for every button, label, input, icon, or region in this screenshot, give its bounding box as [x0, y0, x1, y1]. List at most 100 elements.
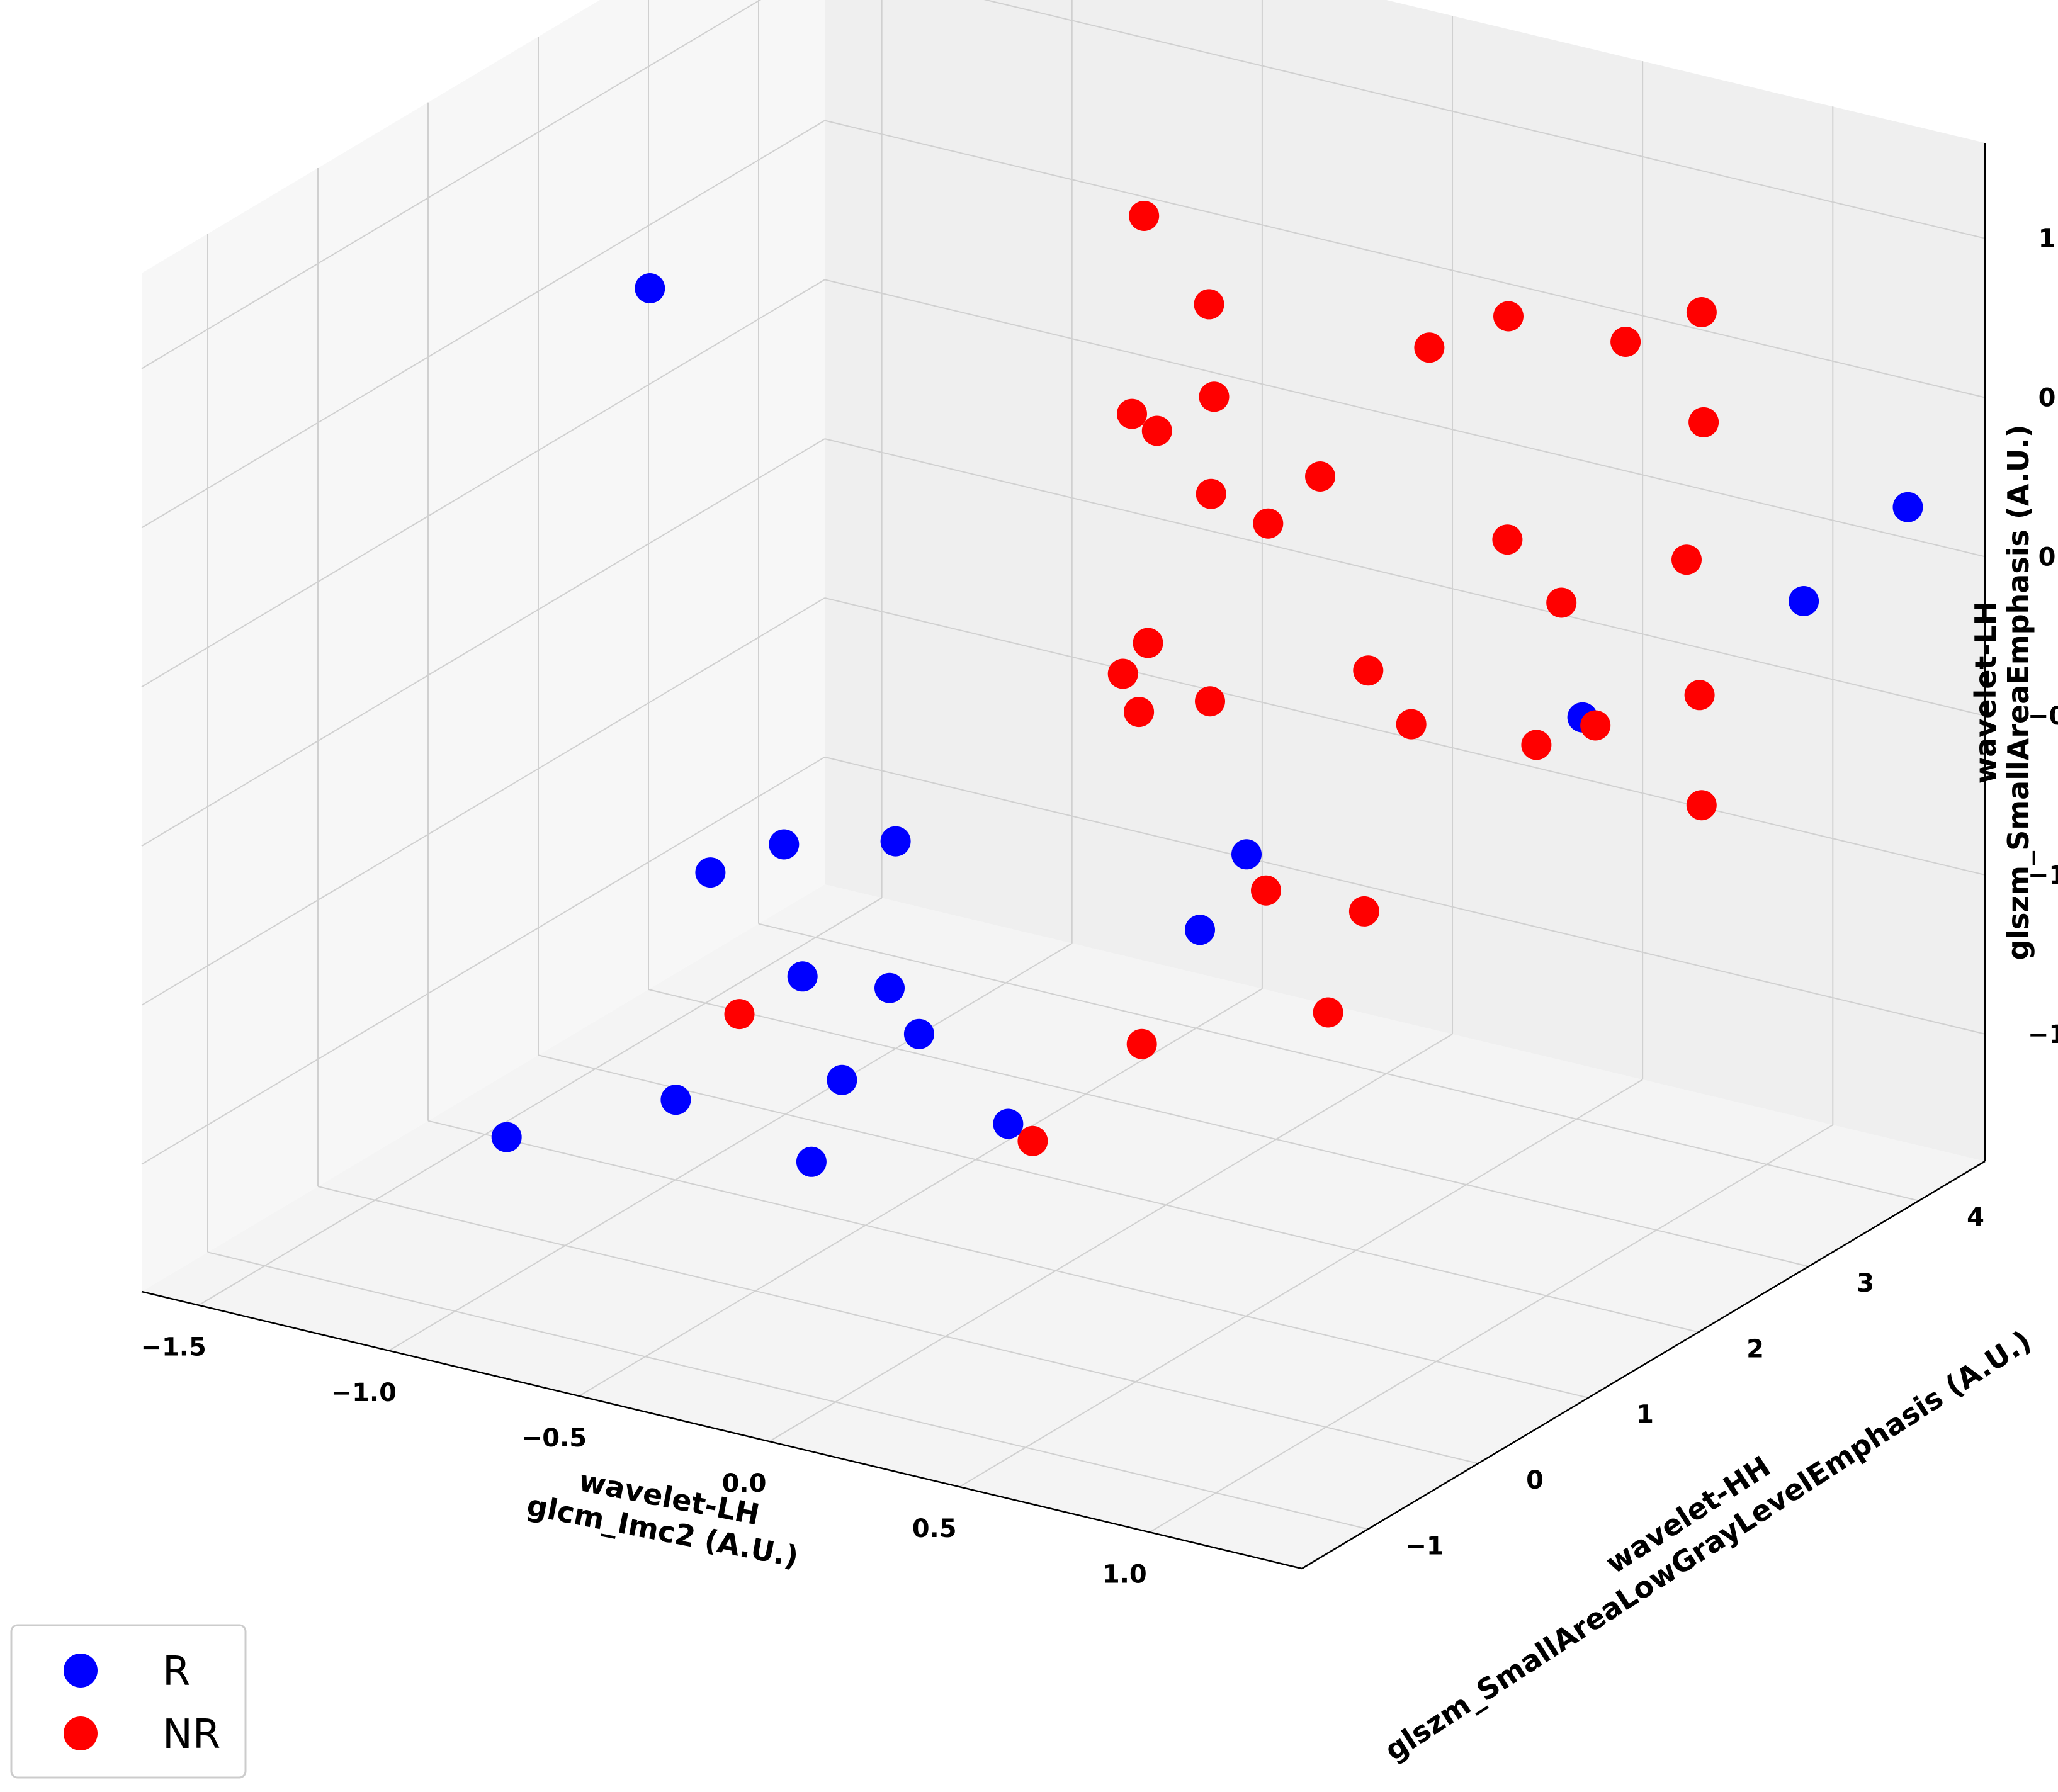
data-point-nr [1492, 524, 1523, 555]
grid-line-z-left [141, 438, 825, 847]
data-point-nr [1313, 997, 1343, 1028]
grid-line-y-floor [427, 1120, 1589, 1399]
data-point-nr [1126, 1028, 1157, 1059]
data-point-nr [1493, 301, 1524, 332]
axis-panes [142, 0, 1985, 1569]
data-point-r [1789, 586, 1819, 616]
grid-line-y-floor [648, 988, 1809, 1267]
data-point-nr [1305, 461, 1335, 492]
data-point-r [1231, 839, 1262, 870]
z-tick-label: 0.0 [2038, 543, 2058, 572]
grid-line-y-floor [758, 923, 1919, 1202]
data-point-nr [1199, 381, 1230, 412]
data-point-r [695, 857, 726, 888]
data-point-nr [1688, 407, 1719, 437]
grid-line-z-left [141, 120, 825, 529]
back-pane [825, 0, 1985, 1161]
data-points [491, 201, 1923, 1177]
z-axis-title: wavelet-LHglszm_SmallAreaEmphasis (A.U.) [1969, 424, 2035, 960]
data-point-nr [1195, 686, 1225, 717]
data-point-nr [1348, 896, 1379, 927]
x-axis-line [141, 1290, 1303, 1570]
data-point-nr [1141, 415, 1172, 446]
grid-line-z-back [824, 756, 1986, 1035]
data-point-r [993, 1108, 1024, 1139]
grid-line-y-floor [207, 1251, 1369, 1530]
grid-lines [141, 0, 1986, 1533]
grid-line-x-floor [388, 942, 1073, 1351]
z-axis-title-line: glszm_SmallAreaEmphasis (A.U.) [2001, 424, 2035, 960]
data-point-r [491, 1122, 522, 1152]
x-tick-label: −1.0 [331, 1378, 397, 1407]
grid-line-z-left [141, 0, 762, 369]
y-tick-label: 0 [1526, 1466, 1544, 1495]
data-point-nr [1521, 730, 1552, 760]
data-point-nr [1686, 790, 1717, 821]
grid-line-z-left [141, 597, 825, 1006]
grid-line-x-floor [198, 897, 883, 1306]
y-axis-line [1301, 1160, 1986, 1570]
data-point-r [796, 1146, 827, 1177]
x-tick-label: 1.0 [1102, 1560, 1147, 1589]
data-point-r [1892, 492, 1923, 522]
legend-marker-nr [64, 1716, 98, 1750]
grid-line-z-back [824, 438, 1986, 717]
legend-marker-r [64, 1654, 98, 1688]
grid-line-x-floor [1149, 1124, 1833, 1533]
z-tick-label: −1.0 [2028, 861, 2058, 890]
z-tick-label: 1.0 [2038, 225, 2058, 254]
z-tick-label: −1.5 [2028, 1020, 2058, 1049]
grid-line-y-floor [317, 1186, 1479, 1465]
data-point-r [827, 1064, 857, 1095]
data-point-nr [1253, 508, 1284, 539]
z-tick-label: −0.5 [2028, 702, 2058, 731]
data-point-nr [1124, 697, 1155, 728]
data-point-r [635, 273, 665, 303]
x-tick-label: 0.5 [912, 1514, 957, 1543]
data-point-nr [1196, 478, 1226, 509]
y-tick-label: 2 [1746, 1334, 1764, 1363]
data-point-nr [1396, 709, 1427, 740]
data-point-nr [1251, 875, 1281, 906]
x-tick-label: −1.5 [140, 1333, 206, 1362]
y-tick-label: 4 [1967, 1203, 1984, 1232]
data-point-nr [1117, 398, 1147, 429]
data-point-r [880, 826, 911, 857]
legend-label-r: R [162, 1648, 190, 1695]
data-point-nr [1414, 332, 1445, 363]
z-tick-label: 0.5 [2038, 384, 2058, 413]
data-point-r [769, 829, 800, 860]
data-point-nr [1610, 327, 1641, 357]
data-point-r [787, 961, 818, 992]
data-point-nr [1017, 1125, 1048, 1156]
floor-pane [142, 884, 1985, 1569]
data-point-r [660, 1085, 691, 1115]
grid-line-z-back [983, 0, 1986, 239]
x-tick-label: −0.5 [521, 1424, 587, 1453]
z-axis-title-line: wavelet-LH [1969, 601, 2003, 784]
legend-label-nr: NR [162, 1711, 220, 1758]
data-point-nr [1546, 587, 1577, 618]
grid-line-x-floor [959, 1079, 1643, 1488]
grid-line-z-back [824, 279, 1986, 558]
data-point-nr [1580, 710, 1611, 741]
data-point-nr [1684, 680, 1715, 711]
grid-line-z-left [141, 279, 825, 688]
y-tick-label: 3 [1857, 1269, 1874, 1298]
data-point-nr [1353, 655, 1384, 686]
x-tick-label: 0.0 [722, 1469, 767, 1498]
data-point-r [874, 972, 905, 1003]
data-point-nr [724, 999, 755, 1030]
legend: R NR [10, 1624, 247, 1779]
data-point-r [1185, 915, 1215, 945]
data-point-nr [1671, 544, 1702, 575]
data-point-r [903, 1018, 934, 1049]
data-point-nr [1129, 201, 1160, 231]
grid-line-y-floor [538, 1054, 1699, 1333]
data-point-nr [1133, 628, 1163, 658]
grid-line-z-back [824, 120, 1986, 398]
axis-lines [141, 143, 1986, 1570]
grid-line-x-floor [769, 1034, 1453, 1442]
